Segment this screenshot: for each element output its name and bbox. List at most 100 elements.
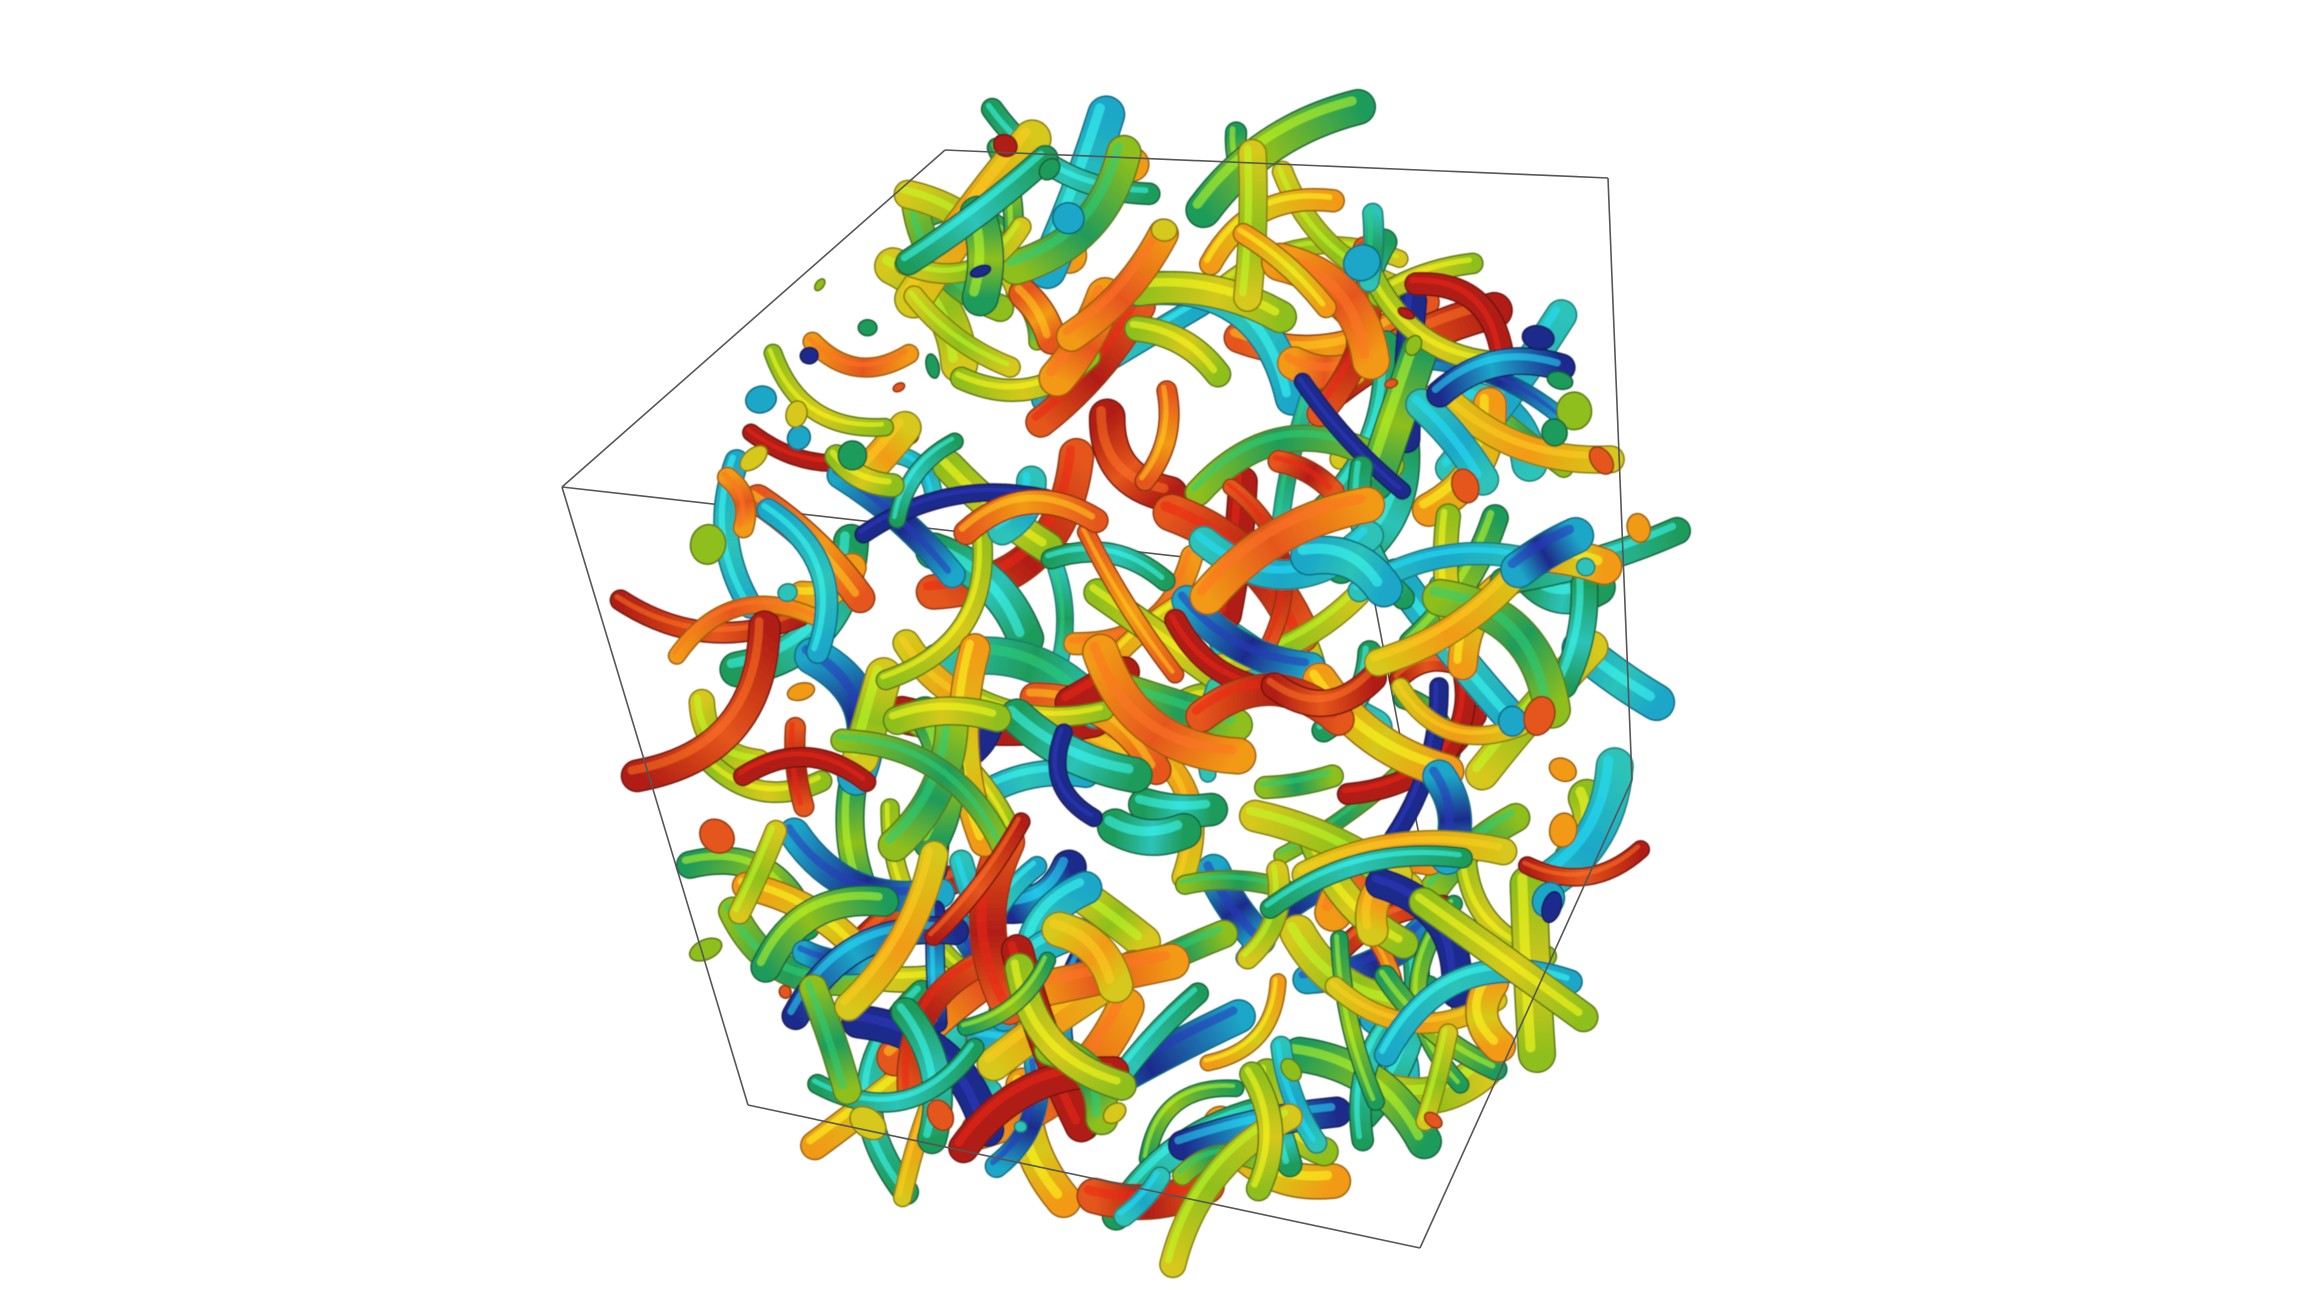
vortex-tube-highlight — [835, 733, 1003, 847]
vortex-tube-highlight — [1051, 564, 1065, 660]
box-edge-bottom — [747, 1104, 1421, 1249]
vortex-fragment — [1013, 1120, 1028, 1134]
vortex-tube — [802, 331, 920, 378]
vortex-fragment — [739, 445, 768, 472]
vortex-tube-highlight — [761, 503, 826, 652]
vortex-fragment — [926, 1099, 955, 1132]
vortex-fragment — [1450, 468, 1480, 504]
vortex-tube-highlight — [1117, 1171, 1160, 1216]
box-edge-right-vertical — [1607, 177, 1633, 781]
vortex-tube — [1517, 840, 1651, 887]
vortex-tube-body — [1140, 1080, 1243, 1167]
vortex-fragment — [799, 346, 820, 365]
vortex-tube — [1113, 1166, 1171, 1228]
vortex-tube — [1232, 222, 1338, 319]
vortex-tube — [895, 144, 1059, 276]
vortex-tube — [1421, 578, 1571, 729]
box-edge-top-back — [944, 149, 1609, 179]
vortex-fragment — [1497, 705, 1527, 737]
vortex-tube — [1405, 388, 1500, 496]
vortex-tube-body — [1237, 860, 1290, 969]
vortex-tube — [1259, 845, 1474, 920]
vortex-tube-body — [877, 516, 992, 689]
vortex-tube-body — [1135, 381, 1179, 490]
vortex-tube — [1185, 88, 1377, 229]
vortex-tube-body — [1201, 974, 1286, 1070]
vortex-tube — [1428, 379, 1625, 474]
vortex-fragment — [689, 523, 727, 565]
vortex-tube-highlight — [884, 717, 951, 844]
vortex-tube — [1081, 633, 1257, 775]
vortex-tube-highlight — [1239, 145, 1253, 297]
vortex-fragment — [1575, 557, 1596, 577]
vortex-tube-highlight — [1555, 576, 1584, 684]
vortex-fragment — [837, 440, 868, 471]
vortex-tube — [1404, 271, 1515, 367]
vortex-tube-highlight — [1297, 376, 1402, 491]
vortex-tube-highlight — [1052, 727, 1094, 818]
vortex-tube — [1267, 449, 1345, 503]
bounding-box-front-edges — [561, 149, 1633, 1249]
vortex-tube — [756, 497, 839, 664]
vortex-tube-highlight — [1507, 524, 1575, 569]
vortex-tube-highlight — [1264, 849, 1462, 908]
vortex-tube-body — [1190, 487, 1384, 614]
vortex-tube — [1239, 1061, 1284, 1202]
vortex-tube-highlight — [1419, 1027, 1448, 1121]
vortex-tube — [1055, 218, 1180, 353]
vortex-tube-highlight — [888, 702, 997, 720]
vortex-tube-highlight — [672, 599, 817, 656]
vortex-tube-highlight — [1134, 794, 1211, 810]
vortex-tube — [1041, 911, 1134, 1004]
vortex-tube-highlight — [900, 150, 1045, 262]
vortex-tube-highlight — [840, 846, 934, 1006]
vortex-fragment — [1548, 757, 1577, 783]
vortex-tube-body — [1365, 560, 1530, 676]
vortex-tube-highlight — [1334, 934, 1376, 1102]
vortex-tube-body — [1427, 348, 1575, 407]
vortex-tube — [877, 710, 969, 863]
vortex-tube-body — [1234, 140, 1267, 311]
vortex-fragment — [778, 984, 792, 999]
vortex-tube-highlight — [892, 436, 955, 520]
vortex-tube — [1123, 315, 1232, 388]
vortex-tube-highlight — [1272, 454, 1333, 491]
vortex-fragment — [892, 382, 906, 393]
vortex-fragment — [699, 818, 735, 854]
vortex-tube — [1076, 522, 1185, 684]
vortex-tube-body — [958, 952, 1055, 1035]
vortex-tube-highlight — [1048, 918, 1115, 984]
vortex-tube — [798, 973, 862, 1105]
vortex-tube — [882, 696, 1012, 736]
vortex-tube — [1253, 764, 1344, 800]
vortex-tube — [620, 610, 782, 793]
vortex-tube-highlight — [1192, 96, 1357, 209]
vortex-tube — [830, 728, 1016, 860]
vortex-tube-highlight — [737, 751, 866, 782]
vortex-tube-highlight — [1259, 769, 1332, 787]
vortex-tube — [1232, 138, 1268, 313]
vortex-tube-body — [999, 136, 1141, 284]
vortex-tube-highlight — [1409, 277, 1502, 354]
box-edge-bottom-right — [1419, 779, 1633, 1249]
vortex-tube-highlight — [1297, 543, 1383, 587]
vortex-tube-body — [1057, 219, 1178, 351]
vortex-tube-highlight — [880, 519, 983, 680]
vortex-tube-body — [897, 946, 1006, 1106]
vortex-tube — [750, 885, 900, 983]
vortex-fragment — [1521, 324, 1555, 351]
vortex-fragment — [1397, 306, 1416, 320]
vortex-tube — [1171, 584, 1327, 684]
vortex-tube-highlight — [829, 449, 892, 485]
vortex-tube-highlight — [1411, 395, 1482, 479]
vortex-tube-highlight — [908, 290, 1010, 367]
vortex-tube-highlight — [1275, 1040, 1316, 1143]
vortex-tube — [1138, 1079, 1245, 1168]
vortex-fragment — [857, 318, 878, 337]
vortex-tube-highlight — [1237, 227, 1326, 307]
vortex-tube-body — [729, 821, 786, 924]
vortex-fragment — [813, 278, 826, 292]
vortex-tubes — [609, 88, 1692, 1279]
